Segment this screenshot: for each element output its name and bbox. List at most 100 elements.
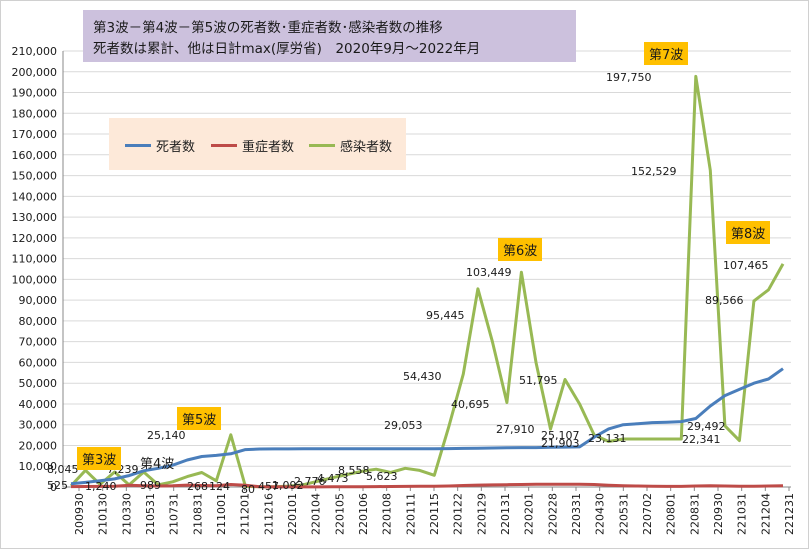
data-label: 268: [187, 480, 208, 493]
data-label: 95,445: [426, 309, 465, 322]
chart-subtitle: 死者数は累計、他は日計max(厚労省) 2020年9月～2022年月: [93, 41, 481, 57]
x-tick-label: 221231: [783, 493, 796, 535]
data-label: 124: [209, 480, 230, 493]
x-tick-label: 220104: [310, 493, 323, 535]
data-label: 8,045: [47, 463, 79, 476]
x-tick-label: 220930: [712, 493, 725, 535]
legend-swatch-severe: [211, 144, 237, 147]
y-tick-label: 180,000: [12, 107, 58, 120]
x-tick-label: 220108: [381, 493, 394, 535]
data-label: 25,107: [541, 429, 580, 442]
series-line-deaths: [70, 367, 784, 486]
legend-label-severe: 重症者数: [242, 140, 295, 155]
data-label: 5,623: [366, 470, 398, 483]
y-tick-label: 150,000: [12, 170, 58, 183]
series-line-severe: [70, 482, 784, 489]
data-label: 107,465: [723, 259, 769, 272]
x-tick-label: 210130: [97, 493, 110, 535]
x-tick-label: 211201: [239, 493, 252, 535]
x-tick-label: 220101: [286, 493, 299, 535]
chart-title: 第3波－第4波－第5波の死者数･重症者数･感染者数の推移: [93, 20, 443, 36]
data-label: 23,131: [588, 432, 627, 445]
data-label: 4,473: [317, 472, 349, 485]
data-label: 152,529: [631, 165, 677, 178]
x-tick-label: 211001: [215, 493, 228, 535]
y-tick-label: 190,000: [12, 87, 58, 100]
x-tick-label: 220702: [641, 493, 654, 535]
x-tick-label: 210330: [120, 493, 133, 535]
y-tick-label: 140,000: [12, 190, 58, 203]
y-tick-label: 110,000: [12, 253, 58, 266]
data-label: 103,449: [466, 266, 512, 279]
y-tick-label: 0: [50, 481, 57, 494]
data-label: 29,492: [687, 420, 726, 433]
y-tick-label: 200,000: [12, 66, 58, 79]
data-label: 40,695: [451, 398, 490, 411]
legend-label-deaths: 死者数: [156, 140, 196, 155]
data-label: 197,750: [606, 71, 652, 84]
x-tick-label: 210831: [191, 493, 204, 535]
x-tick-label: 220129: [475, 493, 488, 535]
legend-item-infected: 感染者数: [309, 136, 392, 155]
data-label: 2,776: [294, 475, 326, 488]
y-tick-label: 80,000: [19, 315, 58, 328]
wave-label-6: 第6波: [498, 238, 543, 261]
legend-item-severe: 重症者数: [211, 136, 294, 155]
x-tick-label: 210731: [168, 493, 181, 535]
data-label: 27,910: [496, 423, 535, 436]
data-label: 525: [47, 479, 68, 492]
y-tick-label: 40,000: [19, 398, 58, 411]
x-tick-label: 211216: [262, 493, 275, 535]
x-tick-label: 220331: [570, 493, 583, 535]
data-label: 25,140: [147, 429, 186, 442]
x-tick-label: 210531: [144, 493, 157, 535]
data-label: 54,430: [403, 370, 442, 383]
x-tick-label: 220122: [452, 493, 465, 535]
data-label: 989: [140, 479, 161, 492]
x-tick-label: 220131: [499, 493, 512, 535]
y-tick-label: 130,000: [12, 211, 58, 224]
y-tick-label: 160,000: [12, 149, 58, 162]
wave-label-7: 第7波: [644, 42, 689, 65]
x-tick-label: 221031: [736, 493, 749, 535]
y-tick-label: 170,000: [12, 128, 58, 141]
data-label: 21,903: [541, 437, 580, 450]
legend-swatch-infected: [309, 144, 335, 147]
series-line-infected: [69, 74, 785, 489]
x-tick-label: 220801: [665, 493, 678, 535]
data-label: 8,558: [338, 464, 370, 477]
x-tick-label: 221204: [759, 493, 772, 535]
legend-label-infected: 感染者数: [340, 140, 393, 155]
wave-label-8: 第8波: [726, 221, 771, 244]
data-label: 22,341: [682, 433, 721, 446]
y-tick-label: 90,000: [19, 294, 58, 307]
x-tick-label: 220201: [523, 493, 536, 535]
wave-label-5: 第5波: [177, 407, 222, 430]
data-label: 51,795: [519, 374, 558, 387]
wave-label-3: 第3波: [77, 447, 122, 470]
data-label: 80: [241, 483, 255, 496]
y-tick-label: 210,000: [12, 45, 58, 58]
data-label: 457: [258, 480, 279, 493]
x-tick-label: 220831: [688, 493, 701, 535]
x-tick-label: 220115: [428, 493, 441, 535]
chart-title-box: 第3波－第4波－第5波の死者数･重症者数･感染者数の推移 死者数は累計、他は日計…: [83, 10, 576, 62]
legend-item-deaths: 死者数: [125, 136, 195, 155]
y-tick-label: 50,000: [19, 377, 58, 390]
data-label: 29,053: [384, 419, 423, 432]
x-tick-label: 220228: [546, 493, 559, 535]
x-tick-label: 220105: [333, 493, 346, 535]
x-tick-label: 200930: [73, 493, 86, 535]
y-tick-label: 70,000: [19, 336, 58, 349]
y-tick-label: 60,000: [19, 356, 58, 369]
legend: 死者数 重症者数 感染者数: [109, 118, 406, 170]
y-tick-label: 100,000: [12, 273, 58, 286]
wave-label-4: 第4波: [140, 457, 175, 472]
data-label: 1,092: [272, 479, 304, 492]
legend-swatch-deaths: [125, 144, 151, 147]
x-tick-label: 220106: [357, 493, 370, 535]
data-label: 89,566: [705, 294, 744, 307]
y-tick-label: 20,000: [19, 439, 58, 452]
